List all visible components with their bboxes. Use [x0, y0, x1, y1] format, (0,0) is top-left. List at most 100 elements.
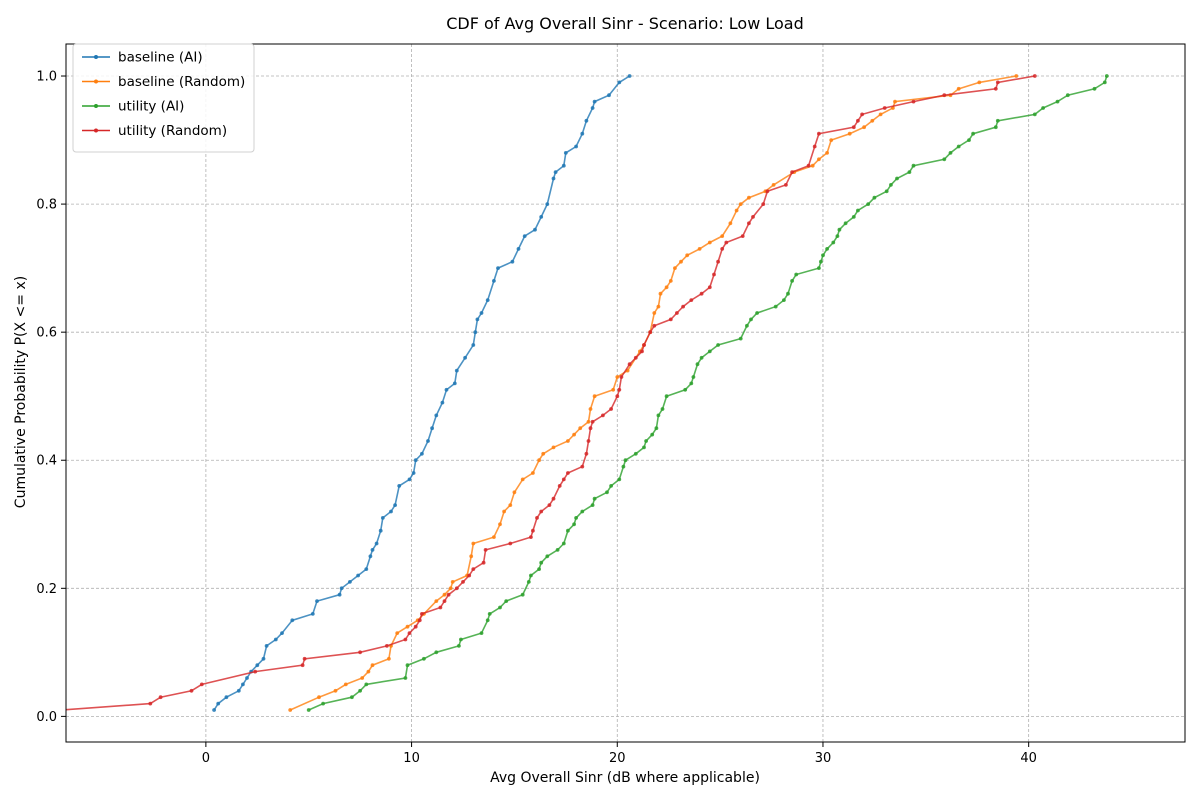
data-point [611, 387, 616, 392]
data-point [479, 311, 484, 315]
data-point [851, 215, 856, 219]
data-point [821, 253, 825, 258]
data-point [615, 375, 620, 379]
data-point [627, 74, 632, 78]
data-point [870, 118, 875, 123]
data-point [508, 541, 513, 546]
data-point [450, 580, 455, 584]
data-point [590, 419, 595, 424]
data-point [508, 503, 513, 507]
data-point [475, 317, 480, 322]
data-point [699, 355, 704, 360]
data-point [1055, 99, 1060, 104]
data-point [580, 509, 585, 514]
data-point [459, 637, 463, 642]
data-point [851, 125, 856, 130]
data-point [681, 304, 685, 309]
series-line [66, 75, 1035, 711]
data-point [413, 458, 418, 463]
data-point [716, 343, 720, 347]
data-point [471, 541, 476, 546]
data-point [498, 522, 502, 527]
y-tick-label: 0.8 [36, 198, 57, 213]
data-point [615, 394, 620, 399]
legend-swatch-marker [94, 79, 98, 84]
data-point [747, 195, 751, 200]
data-point [529, 535, 533, 539]
data-point [481, 560, 486, 565]
data-point [212, 708, 217, 712]
data-point [942, 93, 947, 98]
legend-swatch-marker [94, 55, 98, 59]
data-point [794, 272, 799, 277]
data-point [607, 93, 611, 98]
data-point [358, 688, 362, 693]
y-tick-label: 0.6 [36, 326, 57, 341]
data-point [411, 471, 416, 475]
data-point [413, 624, 418, 629]
data-point [216, 701, 221, 706]
data-point [738, 336, 743, 341]
x-tick-label: 0 [202, 751, 210, 766]
data-point [609, 484, 613, 488]
data-point [333, 688, 338, 693]
data-point [290, 618, 295, 623]
data-point [461, 580, 465, 584]
data-point [837, 227, 842, 232]
data-point [504, 599, 509, 603]
data-point [574, 144, 578, 149]
data-point [541, 451, 546, 456]
data-point [967, 138, 971, 143]
data-point [452, 381, 457, 386]
data-point [872, 195, 877, 200]
data-point [907, 170, 912, 175]
data-point [685, 253, 690, 258]
data-point [993, 125, 998, 130]
data-point [551, 445, 556, 450]
data-point [473, 330, 478, 335]
data-point [1014, 74, 1019, 78]
data-point [360, 676, 365, 680]
data-point [148, 701, 153, 706]
data-point [533, 227, 537, 232]
data-point [405, 624, 410, 629]
data-point [1104, 74, 1109, 78]
data-point [749, 317, 753, 322]
legend-label: utility (AI) [118, 99, 184, 115]
data-point [563, 151, 568, 155]
data-point [893, 99, 897, 104]
data-point [761, 202, 766, 207]
data-point [707, 240, 712, 245]
data-point [356, 573, 360, 578]
data-point [370, 548, 375, 552]
data-point [782, 298, 786, 302]
data-point [434, 599, 439, 603]
data-point [366, 669, 371, 674]
data-point [652, 311, 657, 315]
data-point [420, 612, 424, 616]
data-point [566, 528, 570, 533]
data-point [817, 266, 821, 270]
data-point [444, 387, 449, 392]
data-point [724, 240, 729, 245]
data-point [740, 234, 745, 239]
data-point [825, 151, 829, 155]
data-point [689, 298, 694, 302]
data-point [590, 106, 595, 110]
data-point [255, 663, 260, 668]
data-point [378, 528, 383, 533]
data-point [658, 291, 663, 296]
data-point [492, 279, 496, 283]
data-point [911, 99, 916, 104]
data-point [856, 208, 860, 213]
data-point [555, 548, 560, 552]
data-point [673, 266, 677, 270]
data-point [588, 407, 593, 411]
data-point [539, 560, 544, 565]
data-point [315, 599, 319, 603]
x-tick-label: 10 [403, 751, 420, 766]
data-point [664, 285, 669, 290]
data-point [551, 176, 556, 181]
data-point [1102, 80, 1107, 85]
